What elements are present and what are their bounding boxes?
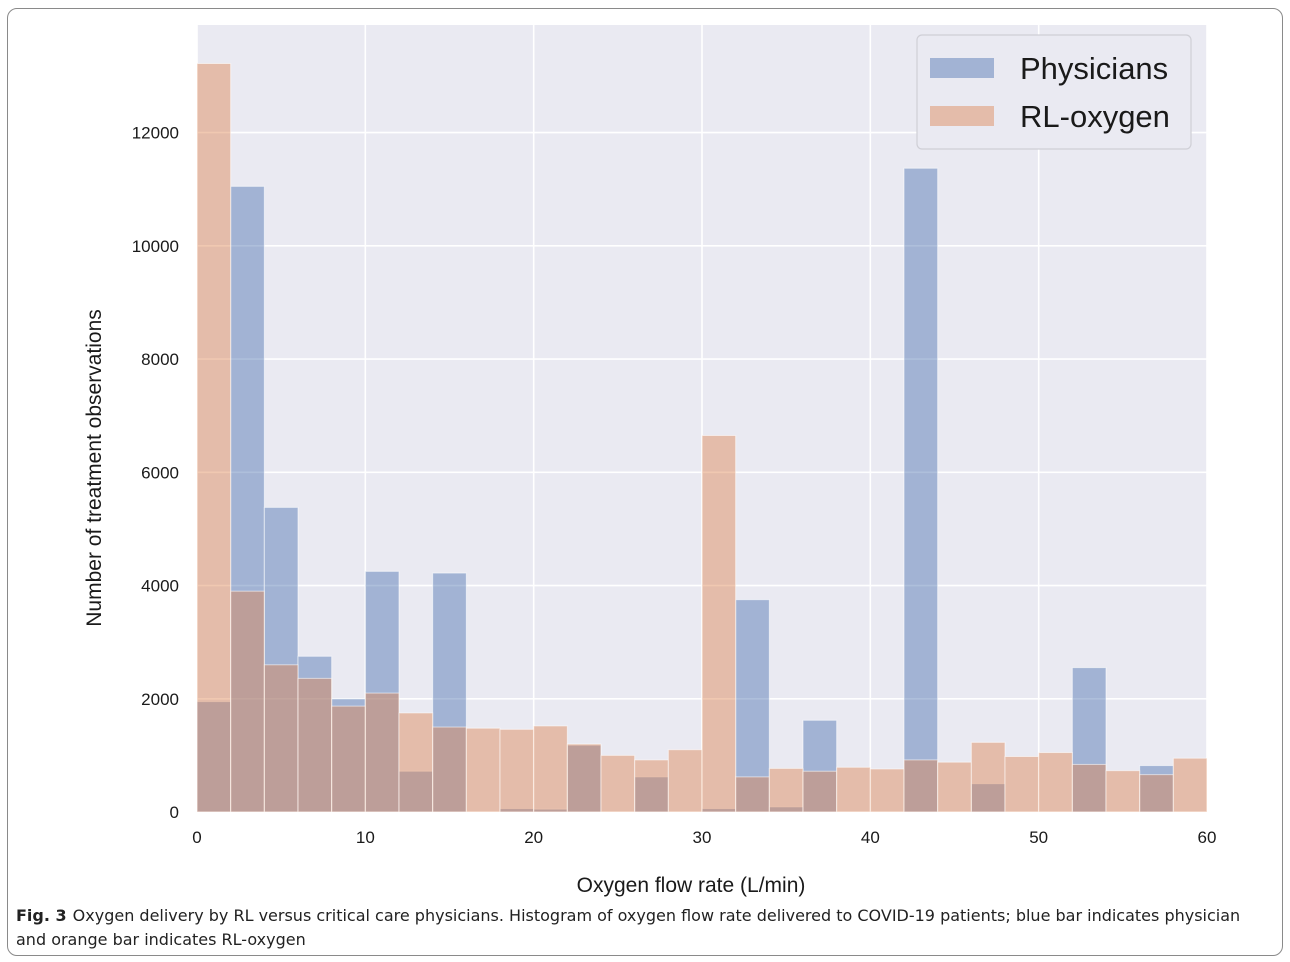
histogram-bar bbox=[1139, 774, 1174, 813]
x-axis-label: Oxygen flow rate (L/min) bbox=[577, 874, 806, 897]
histogram-bar bbox=[802, 770, 838, 813]
histogram-bar bbox=[937, 761, 972, 813]
histogram-bar bbox=[230, 185, 265, 813]
histogram-bar bbox=[903, 759, 939, 813]
histogram-bar bbox=[499, 728, 535, 813]
histogram-bar bbox=[1071, 763, 1107, 813]
x-tick-label: 20 bbox=[524, 828, 543, 847]
histogram-bar bbox=[701, 434, 737, 813]
histogram-bar bbox=[970, 783, 1006, 813]
y-axis-label: Number of treatment observations bbox=[83, 309, 106, 626]
physicians-bars bbox=[196, 167, 1174, 813]
histogram-bar bbox=[364, 570, 400, 813]
histogram-bar bbox=[1071, 667, 1107, 813]
histogram-bar bbox=[1172, 757, 1208, 813]
histogram-bar bbox=[398, 712, 434, 813]
histogram-bar bbox=[331, 705, 366, 813]
histogram-bar bbox=[1004, 756, 1040, 813]
histogram-bar bbox=[735, 776, 770, 813]
figure-frame bbox=[7, 8, 1283, 956]
histogram-bar bbox=[1038, 752, 1073, 813]
x-tick-label: 0 bbox=[192, 828, 201, 847]
histogram-bar bbox=[903, 167, 939, 813]
x-tick-label: 50 bbox=[1029, 828, 1048, 847]
histogram-bar bbox=[297, 677, 333, 813]
legend-label-rl-oxygen: RL-oxygen bbox=[1020, 99, 1170, 134]
x-tick-labels: 0 10 20 30 40 50 60 bbox=[192, 828, 1216, 847]
histogram-chart: 0 10 20 30 40 50 60 0 2000 4000 6000 8000 10000 1200… bbox=[83, 25, 1216, 897]
histogram-bar bbox=[230, 590, 265, 813]
x-tick-label: 10 bbox=[356, 828, 375, 847]
y-tick-label: 6000 bbox=[141, 463, 179, 482]
histogram-bar bbox=[1105, 770, 1141, 813]
histogram-bar bbox=[634, 759, 669, 813]
legend-label-physicians: Physicians bbox=[1020, 51, 1168, 86]
histogram-bar bbox=[364, 692, 400, 813]
histogram-bar bbox=[869, 768, 905, 813]
histogram-bar bbox=[196, 63, 232, 813]
histogram-bar bbox=[465, 727, 501, 813]
histogram-bar bbox=[566, 744, 602, 813]
y-tick-label: 12000 bbox=[132, 124, 179, 143]
histogram-bar bbox=[432, 572, 467, 813]
histogram-bar bbox=[398, 770, 434, 813]
rl-oxygen-bars bbox=[196, 63, 1208, 813]
histogram-bar bbox=[600, 754, 636, 813]
legend-box bbox=[916, 34, 1192, 150]
histogram-bar bbox=[533, 725, 568, 813]
y-tick-label: 0 bbox=[170, 803, 179, 822]
figure-caption-text: Oxygen delivery by RL versus critical ca… bbox=[16, 906, 1241, 949]
y-tick-labels: 0 2000 4000 6000 8000 10000 12000 bbox=[132, 124, 179, 822]
histogram-bar bbox=[667, 749, 703, 813]
y-tick-label: 2000 bbox=[141, 690, 179, 709]
legend-swatch-rl-oxygen bbox=[930, 106, 994, 126]
histogram-bar bbox=[263, 664, 299, 813]
legend-swatch-physicians bbox=[930, 58, 994, 78]
histogram-bar bbox=[836, 766, 871, 813]
figure-caption: Fig. 3 Oxygen delivery by RL versus criti… bbox=[16, 904, 1266, 952]
x-tick-label: 40 bbox=[861, 828, 880, 847]
y-tick-label: 4000 bbox=[141, 577, 179, 596]
histogram-bar bbox=[566, 743, 602, 813]
histogram-bar bbox=[970, 741, 1006, 813]
histogram-bar bbox=[768, 767, 804, 813]
x-tick-label: 60 bbox=[1198, 828, 1217, 847]
y-tick-label: 8000 bbox=[141, 350, 179, 369]
y-tick-label: 10000 bbox=[132, 237, 179, 256]
legend: Physicians RL-oxygen bbox=[916, 34, 1192, 150]
figure-label: Fig. 3 bbox=[16, 906, 67, 925]
x-tick-label: 30 bbox=[693, 828, 712, 847]
histogram-bar bbox=[432, 726, 467, 813]
